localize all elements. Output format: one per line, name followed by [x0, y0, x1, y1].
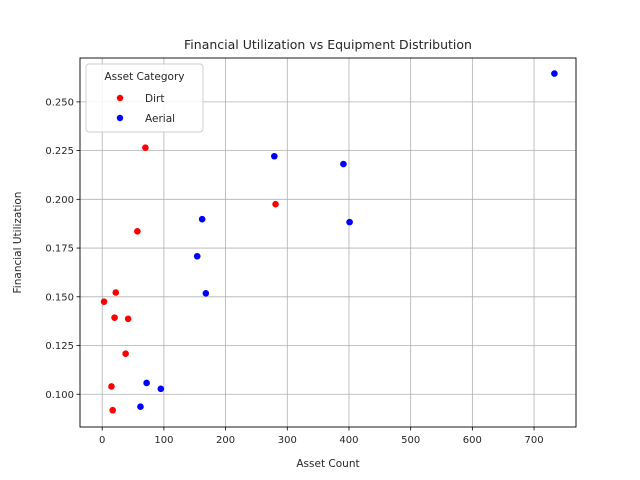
x-tick-label: 500: [401, 435, 420, 446]
data-point-dirt: [111, 314, 118, 321]
x-axis-label: Asset Count: [296, 458, 359, 470]
legend: Asset Category Dirt Aerial: [85, 63, 204, 133]
y-tick-label: 0.225: [45, 146, 74, 157]
grid-lines: [80, 58, 576, 427]
data-point-aerial: [157, 385, 165, 393]
x-tick-label: 0: [99, 435, 105, 446]
data-points: [100, 70, 558, 414]
data-point-dirt: [124, 315, 132, 323]
legend-title: Asset Category: [104, 71, 184, 83]
data-point-aerial: [137, 403, 144, 411]
data-point-dirt: [112, 289, 120, 296]
y-tick-label: 0.200: [45, 195, 74, 206]
data-point-dirt: [142, 144, 149, 151]
data-point-aerial: [143, 379, 150, 387]
data-point-aerial: [193, 252, 201, 260]
data-point-dirt: [100, 298, 108, 305]
data-point-aerial: [340, 160, 347, 168]
data-point-dirt: [108, 383, 115, 390]
chart-title: Financial Utilization vs Equipment Distr…: [184, 37, 472, 52]
data-point-dirt: [134, 227, 141, 235]
y-axis-label: Financial Utilization: [12, 192, 24, 294]
data-point-dirt: [122, 350, 129, 358]
legend-label-aerial: Aerial: [145, 113, 175, 125]
y-axis-ticks: 0.100 0.125 0.150 0.175 0.200 0.225 0.250: [45, 97, 80, 401]
y-tick-label: 0.100: [45, 390, 74, 401]
x-tick-label: 700: [525, 435, 544, 446]
legend-label-dirt: Dirt: [145, 93, 164, 105]
x-tick-label: 100: [154, 435, 173, 446]
y-tick-label: 0.125: [45, 341, 74, 352]
data-point-aerial: [551, 70, 558, 77]
legend-marker-dirt: [116, 94, 124, 102]
x-tick-label: 300: [278, 435, 297, 446]
x-tick-label: 200: [216, 435, 235, 446]
y-tick-label: 0.150: [45, 292, 74, 303]
y-tick-label: 0.250: [45, 97, 74, 108]
data-point-aerial: [202, 289, 210, 297]
x-axis-ticks: 0 100 200 300 400 500 600 700: [99, 427, 544, 446]
data-point-aerial: [346, 218, 353, 226]
legend-marker-aerial: [116, 114, 124, 122]
x-tick-label: 600: [463, 435, 482, 446]
legend-box: [85, 63, 204, 133]
plot-area-frame: [79, 57, 577, 428]
y-tick-label: 0.175: [45, 244, 74, 255]
data-point-dirt: [109, 406, 116, 414]
data-point-aerial: [271, 152, 278, 160]
x-tick-label: 400: [339, 435, 358, 446]
data-point-dirt: [272, 200, 279, 208]
data-point-aerial: [198, 215, 206, 223]
